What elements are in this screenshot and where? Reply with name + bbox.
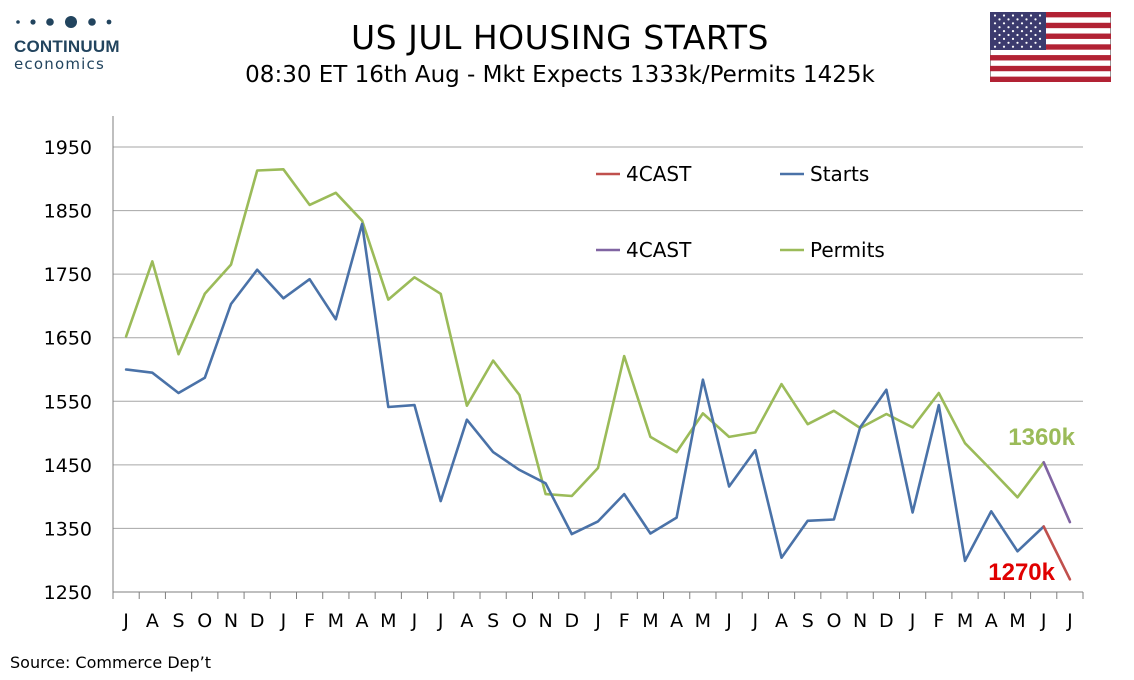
x-tick-label: J bbox=[437, 610, 444, 632]
x-tick-label: N bbox=[853, 610, 867, 632]
x-tick-label: F bbox=[933, 610, 944, 632]
x-tick-label: S bbox=[487, 610, 499, 632]
x-tick-label: S bbox=[802, 610, 814, 632]
x-tick-label: N bbox=[538, 610, 552, 632]
x-tick-label: D bbox=[564, 610, 579, 632]
logo-dots-icon bbox=[16, 16, 112, 28]
series-line-starts bbox=[124, 222, 1045, 563]
source-note: Source: Commerce Dep’t bbox=[10, 653, 212, 672]
legend-label: Permits bbox=[810, 238, 885, 262]
y-tick-label: 1850 bbox=[44, 201, 92, 223]
x-tick-label: S bbox=[173, 610, 185, 632]
us-flag-icon bbox=[990, 12, 1111, 82]
y-tick-label: 1550 bbox=[44, 391, 92, 413]
annotation-permits-forecast: 1360k bbox=[1008, 424, 1075, 451]
x-tick-label: M bbox=[695, 610, 711, 632]
x-tick-label: A bbox=[775, 610, 788, 632]
y-tick-label: 1650 bbox=[44, 328, 92, 350]
y-tick-label: 1250 bbox=[44, 582, 92, 604]
logo-name: CONTINUUM bbox=[14, 37, 120, 56]
x-tick-label: J bbox=[280, 610, 287, 632]
x-tick-label: A bbox=[356, 610, 369, 632]
logo-subtext: economics bbox=[14, 55, 105, 73]
x-tick-label: A bbox=[670, 610, 683, 632]
x-tick-label: O bbox=[512, 610, 527, 632]
x-tick-label: J bbox=[594, 610, 601, 632]
y-tick-label: 1450 bbox=[44, 455, 92, 477]
x-tick-label: A bbox=[985, 610, 998, 632]
x-tick-label: A bbox=[460, 610, 473, 632]
x-tick-label: M bbox=[380, 610, 396, 632]
x-tick-label: A bbox=[146, 610, 159, 632]
x-tick-label: M bbox=[642, 610, 658, 632]
y-tick-label: 1750 bbox=[44, 264, 92, 286]
legend-label: 4CAST bbox=[626, 162, 692, 186]
x-tick-label: O bbox=[197, 610, 212, 632]
annotation-starts-forecast: 1270k bbox=[988, 559, 1055, 586]
x-tick-label: F bbox=[619, 610, 630, 632]
x-tick-label: N bbox=[224, 610, 238, 632]
x-tick-label: F bbox=[304, 610, 315, 632]
x-tick-label: M bbox=[328, 610, 344, 632]
x-tick-label: J bbox=[122, 610, 129, 632]
y-tick-label: 1350 bbox=[44, 518, 92, 540]
series-line-forecast-starts bbox=[1042, 525, 1072, 581]
x-tick-label: M bbox=[1009, 610, 1025, 632]
x-tick-label: J bbox=[909, 610, 916, 632]
legend-label: 4CAST bbox=[626, 238, 692, 262]
legend-label: Starts bbox=[810, 162, 869, 186]
x-tick-label: O bbox=[826, 610, 841, 632]
x-tick-label: J bbox=[1040, 610, 1047, 632]
x-tick-label: J bbox=[751, 610, 758, 632]
continuum-logo: CONTINUUM economics bbox=[14, 14, 144, 73]
y-tick-label: 1950 bbox=[44, 137, 92, 159]
series-line-permits bbox=[124, 168, 1045, 499]
x-tick-label: J bbox=[725, 610, 732, 632]
x-tick-label: J bbox=[1066, 610, 1073, 632]
x-tick-label: D bbox=[250, 610, 265, 632]
x-tick-label: M bbox=[957, 610, 973, 632]
chart-title: US JUL HOUSING STARTS bbox=[351, 18, 769, 57]
x-tick-label: J bbox=[411, 610, 418, 632]
x-tick-label: D bbox=[879, 610, 894, 632]
series-line-forecast-permits bbox=[1042, 461, 1072, 524]
chart-subtitle: 08:30 ET 16th Aug - Mkt Expects 1333k/Pe… bbox=[245, 62, 875, 88]
